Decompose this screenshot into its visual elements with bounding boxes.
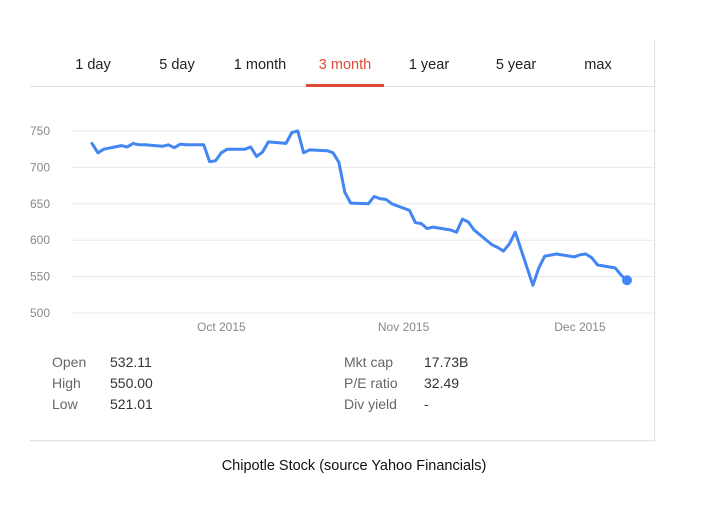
y-tick-label: 650 (30, 197, 50, 211)
price-series-line (90, 129, 629, 287)
x-tick-label: Oct 2015 (197, 320, 246, 334)
x-tick-label: Dec 2015 (554, 320, 606, 334)
y-tick-label: 700 (30, 160, 50, 174)
y-tick-label: 550 (30, 270, 50, 284)
tab-max[interactable]: max (584, 57, 612, 73)
mkt-cap-label: Mkt cap (344, 354, 394, 370)
last-price-marker[interactable] (622, 275, 632, 286)
mkt-cap-value: 17.73B (424, 354, 469, 370)
div-yield-value: - (424, 396, 429, 412)
y-tick-label: 750 (30, 124, 50, 138)
stock-chart-card: 1 day 5 day 1 month 3 month 1 year 5 yea… (30, 40, 655, 441)
high-label: High (52, 375, 81, 391)
tab-1-day[interactable]: 1 day (75, 57, 111, 73)
y-tick-label: 600 (30, 233, 50, 247)
tab-1-month[interactable]: 1 month (233, 57, 287, 73)
low-value: 521.01 (110, 396, 153, 412)
low-label: Low (52, 396, 78, 412)
high-value: 550.00 (110, 375, 153, 391)
range-tabs: 1 day 5 day 1 month 3 month 1 year 5 yea… (30, 40, 654, 87)
open-value: 532.11 (110, 354, 152, 370)
price-line-chart: 750 700 650 600 550 500 Oct 2015 Nov 2015 Dec 2… (30, 124, 654, 334)
y-tick-label: 500 (30, 306, 50, 320)
tab-3-month[interactable]: 3 month (304, 40, 386, 87)
pe-ratio-label: P/E ratio (344, 375, 398, 391)
pe-ratio-value: 32.49 (424, 375, 460, 391)
tab-1-year[interactable]: 1 year (408, 57, 450, 73)
div-yield-label: Div yield (344, 396, 397, 412)
tab-5-day[interactable]: 5 day (159, 57, 195, 73)
figure-caption: Chipotle Stock (source Yahoo Financials) (221, 458, 487, 474)
open-label: Open (52, 354, 87, 370)
x-tick-label: Nov 2015 (378, 320, 430, 334)
tab-5-year[interactable]: 5 year (495, 57, 537, 73)
